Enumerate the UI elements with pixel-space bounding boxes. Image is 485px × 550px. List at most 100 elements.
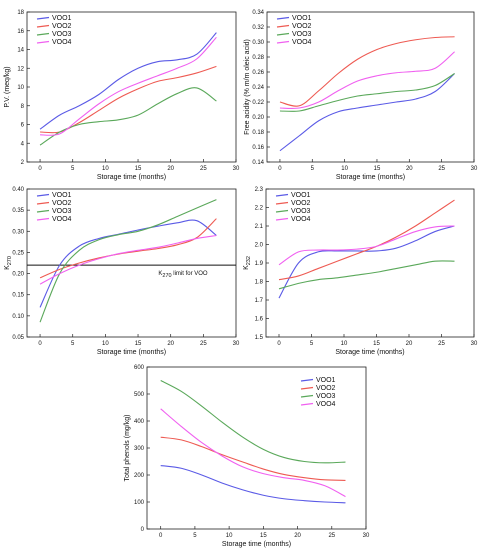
y-tick-label: 100 xyxy=(134,500,145,506)
legend-swatch-voo4 xyxy=(36,40,50,44)
x-tick-label: 20 xyxy=(167,166,174,172)
legend-label-voo1: VOO1 xyxy=(292,15,312,22)
legend-swatch-voo3 xyxy=(36,209,50,213)
x-tick-label: 15 xyxy=(135,341,142,347)
y-tick-label: 0.40 xyxy=(12,187,24,193)
legend-label-voo4: VOO4 xyxy=(316,401,336,408)
y-tick-label: 200 xyxy=(134,473,145,479)
series-line-voo1 xyxy=(39,219,217,308)
series-line-voo1 xyxy=(160,465,346,504)
x-tick-label: 10 xyxy=(102,166,109,172)
y-tick-label: 0.30 xyxy=(252,40,264,46)
y-tick-label: 0.24 xyxy=(252,85,264,91)
legend-label-voo2: VOO2 xyxy=(52,23,72,30)
legend-label-voo4: VOO4 xyxy=(52,216,72,223)
series-line-voo3 xyxy=(160,380,346,464)
x-tick-label: 25 xyxy=(200,166,207,172)
x-tick-label: 30 xyxy=(471,341,478,347)
y-tick-label: 6 xyxy=(21,123,25,129)
series-line-voo4 xyxy=(39,234,217,285)
series-line-voo2 xyxy=(279,36,455,107)
legend-label-voo3: VOO3 xyxy=(52,31,72,38)
legend-swatch-voo2 xyxy=(36,201,50,205)
legend-swatch-voo1 xyxy=(275,193,289,197)
x-tick-label: 10 xyxy=(226,533,233,539)
x-tick-label: 5 xyxy=(71,166,75,172)
x-tick-label: 15 xyxy=(135,166,142,172)
y-tick-label: 16 xyxy=(17,29,24,35)
legend-label-voo1: VOO1 xyxy=(316,377,336,384)
y-tick-label: 0.10 xyxy=(12,314,24,320)
legend-swatch-voo2 xyxy=(300,386,314,390)
series-line-voo4 xyxy=(279,51,455,109)
chart-panel-3: 0 5 10 15 20 25 30 0.05 0.10 0.15 0.20 0.25 0.30 0.35… xyxy=(4,187,240,356)
x-tick-label: 25 xyxy=(438,341,445,347)
x-axis-label: Storage time (months) xyxy=(222,541,291,548)
x-axis-label: Storage time (months) xyxy=(97,349,166,356)
y-axis-label: Free acidity (% m/m oleic acid) xyxy=(244,39,251,135)
y-tick-label: 600 xyxy=(134,365,145,371)
y-tick-label: 0.20 xyxy=(252,115,264,121)
y-tick-label: 2.0 xyxy=(255,243,264,249)
y-tick-label: 0.35 xyxy=(12,208,24,214)
legend-swatch-voo4 xyxy=(36,217,50,221)
series-line-voo3 xyxy=(278,260,455,290)
x-tick-label: 0 xyxy=(278,166,282,172)
legend-swatch-voo3 xyxy=(275,209,289,213)
series-line-voo3 xyxy=(279,73,455,112)
y-tick-label: 0.28 xyxy=(252,55,264,61)
x-axis-label: Storage time (months) xyxy=(97,174,166,181)
legend-swatch-voo3 xyxy=(36,32,50,36)
legend-label-voo1: VOO1 xyxy=(291,192,311,199)
series-line-voo1 xyxy=(279,73,455,152)
series-line-voo2 xyxy=(39,218,217,279)
x-tick-label: 20 xyxy=(167,341,174,347)
y-axis-label: K232 xyxy=(243,256,252,270)
series-line-voo2 xyxy=(40,65,217,134)
legend-label-voo2: VOO2 xyxy=(291,200,311,207)
y-tick-label: 1.9 xyxy=(255,261,264,267)
y-tick-label: 1.8 xyxy=(255,280,264,286)
legend-label-voo2: VOO2 xyxy=(52,200,72,207)
series-line-voo2 xyxy=(160,436,346,481)
legend-label-voo4: VOO4 xyxy=(291,216,311,223)
y-tick-label: 0.26 xyxy=(252,70,264,76)
legend-swatch-voo1 xyxy=(36,16,50,20)
y-tick-label: 300 xyxy=(134,446,145,452)
x-tick-label: 5 xyxy=(311,166,315,172)
x-tick-label: 5 xyxy=(71,341,75,347)
x-tick-label: 0 xyxy=(277,341,281,347)
legend-swatch-voo2 xyxy=(36,24,50,28)
x-tick-label: 25 xyxy=(200,341,207,347)
x-tick-label: 15 xyxy=(260,533,267,539)
x-tick-label: 20 xyxy=(406,341,413,347)
y-tick-label: 18 xyxy=(17,10,24,16)
y-tick-label: 12 xyxy=(17,66,24,72)
x-tick-label: 30 xyxy=(233,341,240,347)
y-tick-label: 0.14 xyxy=(252,160,264,166)
y-tick-label: 2.2 xyxy=(255,206,264,212)
x-tick-label: 30 xyxy=(471,166,478,172)
legend-label-voo3: VOO3 xyxy=(52,208,72,215)
legend-label-voo1: VOO1 xyxy=(52,15,72,22)
legend-label-voo2: VOO2 xyxy=(292,23,312,30)
x-tick-label: 0 xyxy=(38,341,42,347)
y-axis-label: P.V. (meq/kg) xyxy=(4,66,11,107)
y-tick-label: 10 xyxy=(17,85,24,91)
y-tick-label: 500 xyxy=(134,392,145,398)
y-tick-label: 0.25 xyxy=(12,250,24,256)
y-tick-label: 0.15 xyxy=(12,293,24,299)
series-line-voo3 xyxy=(39,87,217,146)
x-tick-label: 10 xyxy=(341,341,348,347)
plot-frame xyxy=(26,188,237,338)
series-line-voo4 xyxy=(160,408,346,498)
legend-swatch-voo2 xyxy=(276,24,290,28)
y-tick-label: 1.5 xyxy=(255,335,264,341)
y-axis-label: Total phenols (mg/kg) xyxy=(124,415,131,482)
y-tick-label: 0.18 xyxy=(252,130,264,136)
legend-label-voo3: VOO3 xyxy=(292,31,312,38)
legend-swatch-voo4 xyxy=(275,217,289,221)
x-tick-label: 25 xyxy=(328,533,335,539)
